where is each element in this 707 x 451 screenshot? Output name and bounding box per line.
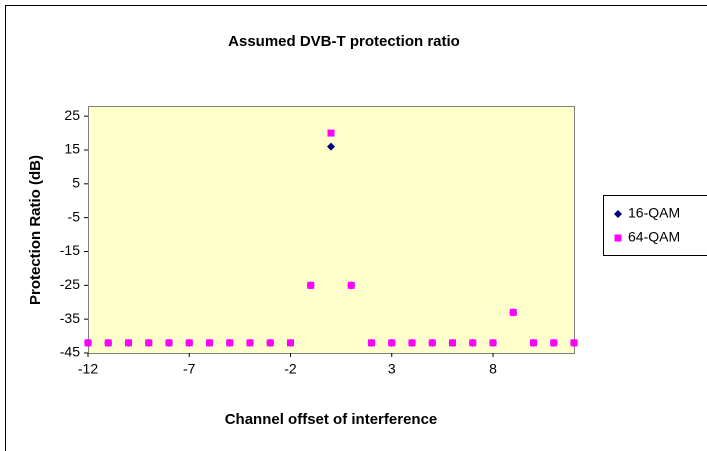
legend-label: 64-QAM [628,229,680,245]
y-tick-label: -45 [60,344,80,360]
point [408,339,416,347]
point [84,339,92,347]
y-axis-label: Protection Ratio (dB) [27,155,44,305]
point [530,339,537,347]
point [226,339,234,347]
point [428,339,436,347]
x-tick-label: -2 [284,361,297,377]
point [368,339,375,347]
x-axis-label: Channel offset of interference [225,411,438,428]
chart-title: Assumed DVB-T protection ratio [228,33,460,50]
point [104,339,112,347]
legend [603,195,707,256]
y-tick-label: 5 [72,175,80,191]
point [206,339,213,347]
y-tick-label: 25 [64,107,80,123]
point [570,339,578,347]
y-tick-label: -25 [60,276,80,292]
point [550,339,558,347]
point [469,339,477,347]
x-tick-label: -12 [78,361,98,377]
x-tick-label: 3 [388,361,396,377]
point [509,308,517,316]
y-tick-label: -35 [60,310,80,326]
y-tick-label: -15 [60,242,80,258]
x-tick-label: -7 [183,361,196,377]
point [266,339,274,347]
legend-marker [614,210,622,218]
point [185,339,193,347]
x-tick-label: 8 [489,361,497,377]
point [327,142,335,151]
point [388,339,396,347]
point [327,129,335,137]
y-tick-label: -5 [68,208,81,224]
point [246,339,254,347]
y-tick-label: 15 [64,141,80,157]
point [165,339,173,347]
point [347,281,355,289]
point [145,339,153,347]
point [125,339,132,347]
point [449,339,456,347]
legend-label: 16-QAM [628,205,680,221]
point [287,339,294,347]
legend-marker [614,234,622,242]
point [307,281,315,289]
point [489,339,497,347]
